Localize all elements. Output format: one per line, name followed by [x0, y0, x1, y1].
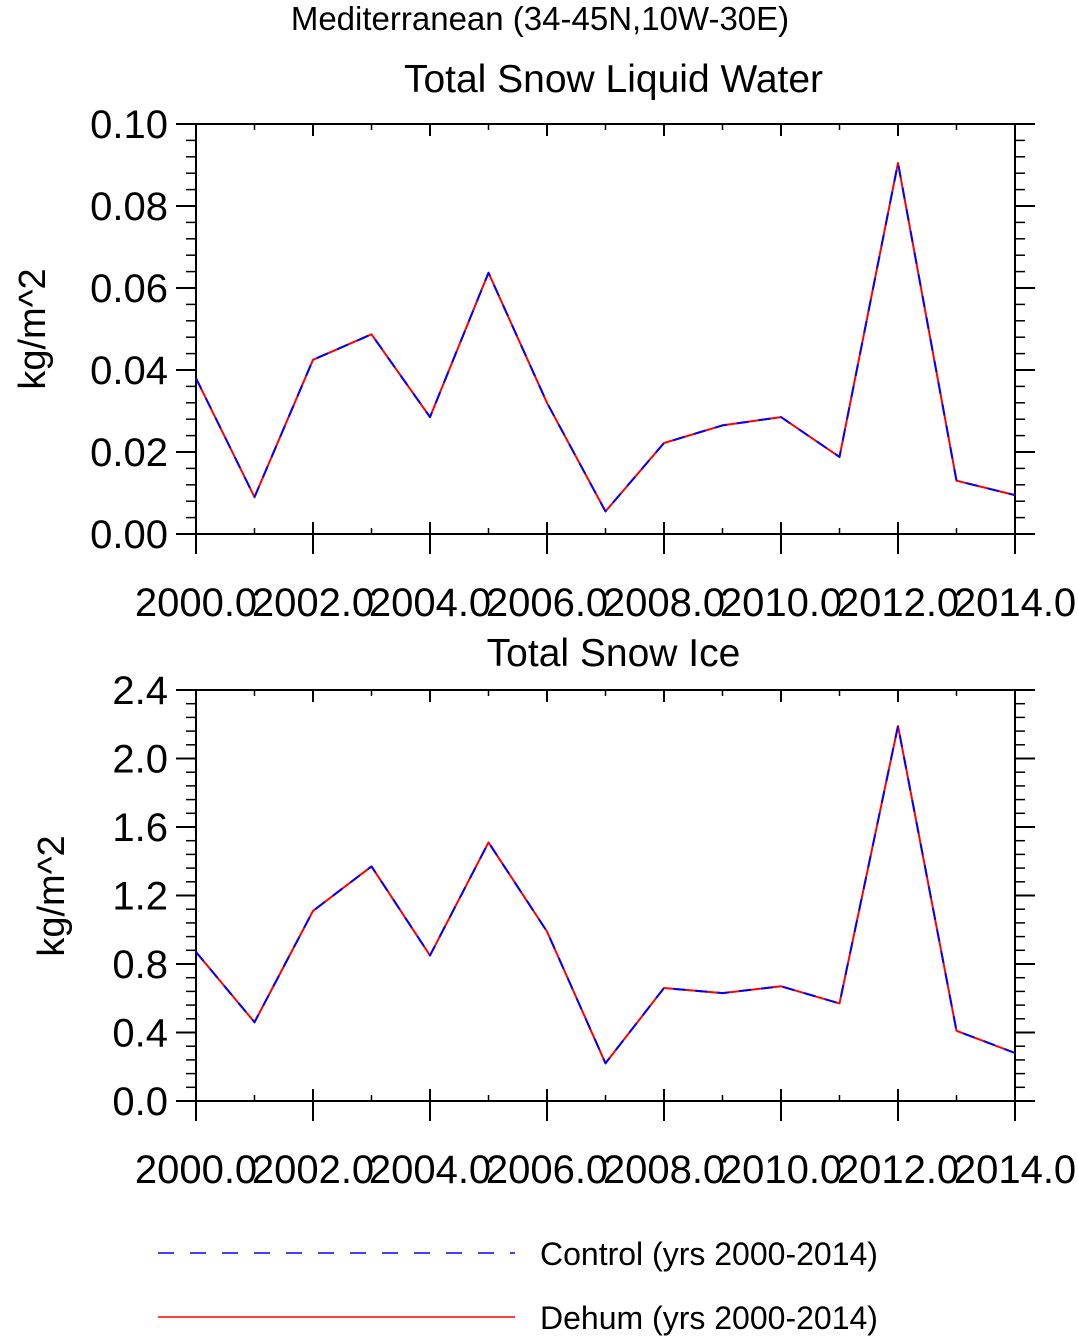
- y-axis-label: kg/m^2: [31, 835, 73, 956]
- series-line-dehum: [195, 162, 1016, 513]
- y-tick-label: 1.6: [112, 806, 168, 850]
- x-tick-label: 2010.0: [720, 1148, 842, 1192]
- y-tick-label: 2.4: [112, 669, 168, 713]
- x-tick-label: 2014.0: [954, 581, 1076, 625]
- y-axis-label: kg/m^2: [12, 268, 54, 389]
- series-line-control: [195, 725, 1016, 1065]
- chart-title: Total Snow Ice: [487, 632, 741, 675]
- x-tick-label: 2002.0: [252, 581, 374, 625]
- y-tick-label: 1.2: [112, 875, 168, 919]
- x-tick-label: 2008.0: [603, 1148, 725, 1192]
- x-tick-label: 2010.0: [720, 581, 842, 625]
- series-line-dehum: [195, 725, 1016, 1065]
- x-tick-label: 2006.0: [486, 581, 608, 625]
- chart-panel-snow-liquid-water: Total Snow Liquid Water kg/m^2 2000.02002.…: [12, 58, 1076, 625]
- plot-frame: [195, 123, 1016, 535]
- x-tick-label: 2002.0: [252, 1148, 374, 1192]
- x-tick-label: 2008.0: [603, 581, 725, 625]
- chart-panel-snow-ice: Total Snow Icekg/m^22000.02002.02004.020…: [31, 632, 1076, 1192]
- x-tick-label: 2004.0: [369, 1148, 491, 1192]
- legend-label-control: Control (yrs 2000-2014): [540, 1236, 878, 1272]
- y-tick-label: 0.10: [90, 103, 168, 147]
- y-tick-label: 0.04: [90, 349, 168, 393]
- x-tick-label: 2004.0: [369, 581, 491, 625]
- y-tick-label: 0.0: [112, 1080, 168, 1124]
- y-tick-label: 0.08: [90, 185, 168, 229]
- y-tick-label: 0.00: [90, 513, 168, 557]
- x-tick-label: 2012.0: [837, 581, 959, 625]
- chart-title: Total Snow Liquid Water: [404, 58, 823, 101]
- y-tick-label: 0.02: [90, 431, 168, 475]
- figure-title: Mediterranean (34-45N,10W-30E): [291, 0, 789, 37]
- y-tick-label: 2.0: [112, 738, 168, 782]
- x-tick-label: 2014.0: [954, 1148, 1076, 1192]
- legend-label-dehum: Dehum (yrs 2000-2014): [540, 1300, 878, 1336]
- x-tick-label: 2000.0: [135, 1148, 257, 1192]
- y-tick-label: 0.8: [112, 943, 168, 987]
- series-line-control: [195, 162, 1016, 513]
- y-tick-label: 0.4: [112, 1012, 168, 1056]
- y-tick-label: 0.06: [90, 267, 168, 311]
- x-tick-label: 2000.0: [135, 581, 257, 625]
- x-tick-label: 2006.0: [486, 1148, 608, 1192]
- legend: Control (yrs 2000-2014) Dehum (yrs 2000-…: [158, 1236, 878, 1336]
- x-tick-label: 2012.0: [837, 1148, 959, 1192]
